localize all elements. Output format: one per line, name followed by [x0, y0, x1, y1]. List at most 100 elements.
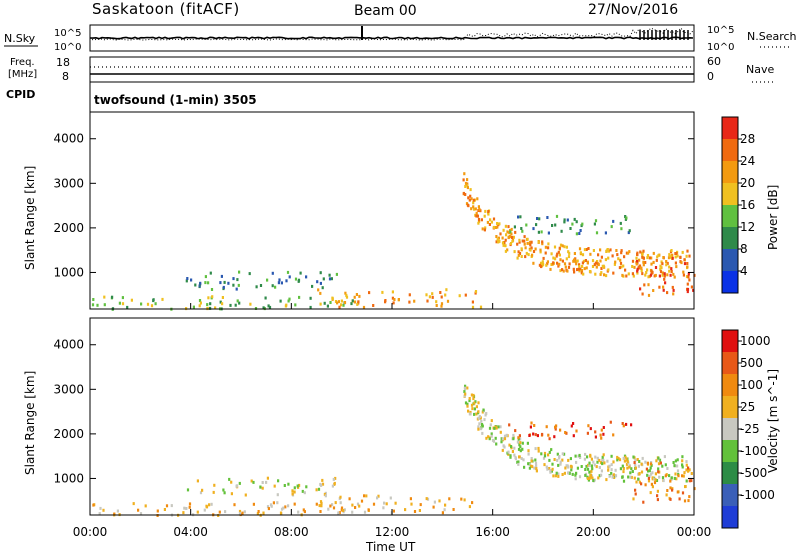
- range-cell: [224, 510, 227, 514]
- range-cell: [545, 465, 548, 469]
- range-cell: [264, 296, 267, 300]
- range-cell: [477, 217, 481, 221]
- range-cell: [556, 261, 559, 265]
- range-cell: [508, 443, 511, 447]
- range-cell: [234, 303, 237, 307]
- range-cell: [561, 452, 564, 456]
- nsearch-label: N.Search: [747, 30, 797, 43]
- range-cell: [586, 261, 589, 265]
- range-cell: [326, 304, 329, 308]
- range-cell: [466, 178, 469, 182]
- range-cell: [641, 456, 644, 460]
- range-cell: [661, 262, 664, 266]
- range-cell: [261, 481, 264, 484]
- range-cell: [303, 510, 306, 514]
- range-cell: [581, 222, 584, 226]
- range-cell: [688, 468, 691, 472]
- range-cell: [600, 267, 603, 270]
- range-cell: [664, 463, 667, 467]
- range-cell: [544, 245, 547, 249]
- range-cell: [510, 445, 513, 448]
- range-cell: [688, 479, 691, 483]
- range-cell: [663, 272, 666, 276]
- range-cell: [557, 264, 560, 268]
- range-cell: [279, 511, 283, 515]
- range-cell: [643, 283, 646, 287]
- range-cell: [345, 295, 349, 299]
- range-cell: [574, 454, 577, 458]
- x-tick-label: 08:00: [274, 525, 309, 539]
- range-cell: [463, 394, 466, 398]
- range-cell: [646, 254, 650, 257]
- power-panel-frame: [89, 111, 695, 310]
- range-cell: [316, 280, 319, 284]
- range-cell: [636, 458, 639, 461]
- range-cell: [532, 250, 536, 253]
- range-cell: [484, 226, 487, 230]
- range-cell: [327, 507, 330, 511]
- range-cell: [161, 297, 164, 301]
- range-cell: [581, 253, 585, 257]
- range-cell: [536, 434, 539, 438]
- range-cell: [444, 293, 447, 297]
- range-cell: [536, 217, 539, 220]
- range-cell: [575, 262, 578, 266]
- range-cell: [662, 256, 665, 259]
- range-cell: [546, 262, 549, 266]
- y-tick-label: 3000: [53, 176, 84, 190]
- range-cell: [553, 245, 557, 249]
- range-cell: [560, 229, 563, 233]
- range-cell: [632, 455, 635, 459]
- range-cell: [578, 247, 582, 251]
- range-cell: [188, 505, 191, 509]
- range-cell: [238, 270, 241, 274]
- range-cell: [679, 255, 682, 259]
- range-cell: [519, 441, 522, 445]
- range-cell: [477, 410, 480, 414]
- range-cell: [342, 509, 345, 512]
- range-cell: [649, 491, 652, 495]
- range-cell: [591, 265, 595, 268]
- range-cell: [495, 235, 498, 238]
- range-cell: [668, 265, 671, 269]
- range-cell: [548, 450, 551, 454]
- range-cell: [684, 485, 687, 489]
- range-cell: [653, 477, 656, 481]
- range-cell: [651, 471, 654, 475]
- range-cell: [661, 464, 664, 468]
- range-cell: [462, 191, 465, 195]
- range-cell: [209, 302, 212, 306]
- range-cell: [150, 304, 154, 308]
- range-cell: [469, 194, 472, 198]
- range-cell: [483, 418, 486, 422]
- range-cell: [517, 462, 520, 466]
- range-cell: [309, 305, 312, 309]
- range-cell: [523, 239, 526, 243]
- range-cell: [212, 490, 215, 494]
- range-cell: [554, 474, 557, 478]
- range-cell: [661, 271, 664, 275]
- range-cell: [208, 503, 211, 507]
- range-cell: [236, 299, 239, 303]
- range-cell: [276, 501, 279, 505]
- power-colorbar: 4 8 12 16 20 24 28: [721, 116, 755, 294]
- range-cell: [198, 299, 202, 302]
- range-cell: [553, 435, 556, 439]
- range-cell: [282, 506, 285, 510]
- x-tick-label: 04:00: [173, 525, 208, 539]
- range-cell: [513, 446, 516, 450]
- range-cell: [503, 437, 507, 441]
- colorbar-segment: [722, 205, 738, 227]
- range-cell: [555, 471, 558, 475]
- range-cell: [613, 262, 616, 266]
- range-cell: [474, 207, 477, 211]
- range-cell: [532, 432, 535, 436]
- range-cell: [130, 298, 133, 302]
- range-cell: [511, 236, 514, 239]
- range-cell: [685, 460, 688, 464]
- range-cell: [648, 469, 651, 473]
- range-cell: [485, 436, 488, 440]
- range-cell: [472, 201, 475, 205]
- range-cell: [642, 260, 645, 264]
- range-cell: [248, 272, 251, 276]
